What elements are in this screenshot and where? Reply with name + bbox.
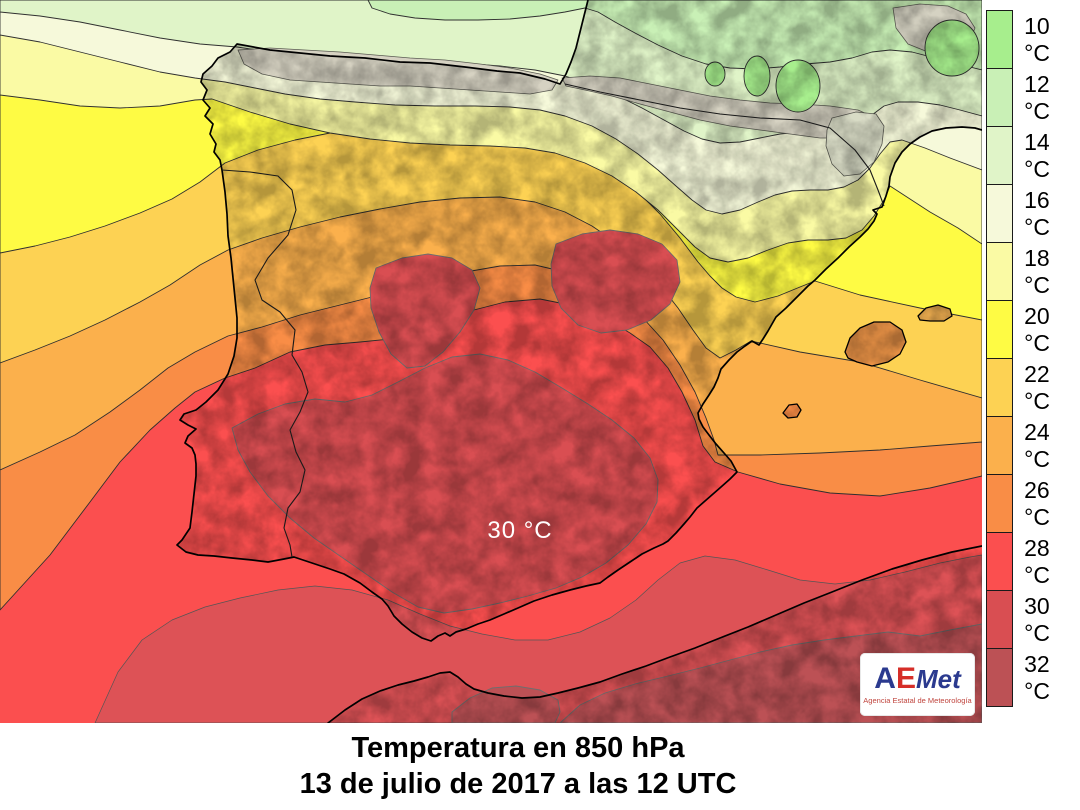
legend-label: 30 °C <box>1024 592 1050 646</box>
legend-swatch-30c <box>986 590 1014 649</box>
legend-label: 26 °C <box>1024 476 1050 530</box>
legend-swatch-26c <box>986 474 1014 533</box>
legend-label: 28 °C <box>1024 534 1050 588</box>
map-canvas <box>0 0 982 723</box>
legend-row: 26 °C <box>986 474 1080 533</box>
legend-row: 20 °C <box>986 300 1080 359</box>
logo-letter-e: E <box>895 662 916 695</box>
logo-letters-met: Met <box>915 664 961 694</box>
legend-swatch-16c <box>986 184 1014 243</box>
aemet-logo-wordmark: AEMet <box>874 664 960 694</box>
legend-swatch-24c <box>986 416 1014 475</box>
coastline-africa <box>327 545 982 723</box>
legend-swatch-12c <box>986 68 1014 127</box>
legend-label: 24 °C <box>1024 418 1050 472</box>
legend-swatch-20c <box>986 300 1014 359</box>
legend-row: 16 °C <box>986 184 1080 243</box>
caption-line-1: Temperatura en 850 hPa <box>351 732 685 764</box>
legend-label: 18 °C <box>1024 244 1050 298</box>
legend-swatch-14c <box>986 126 1014 185</box>
legend-row: 14 °C <box>986 126 1080 185</box>
aemet-logo: AEMet Agencia Estatal de Meteorología <box>860 653 975 716</box>
temperature-legend: 10 °C 12 °C 14 °C 16 °C 18 °C 20 °C 22 °… <box>986 10 1080 707</box>
country-borders <box>221 83 885 558</box>
legend-row: 24 °C <box>986 416 1080 475</box>
legend-label: 20 °C <box>1024 302 1050 356</box>
border-spain-portugal <box>221 169 309 558</box>
legend-row: 12 °C <box>986 68 1080 127</box>
legend-row: 10 °C <box>986 10 1080 69</box>
legend-label: 16 °C <box>1024 186 1050 240</box>
legend-swatch-28c <box>986 532 1014 591</box>
legend-swatch-18c <box>986 242 1014 301</box>
caption-line-2: 13 de julio de 2017 a las 12 UTC <box>299 768 737 800</box>
map-caption: Temperatura en 850 hPa 13 de julio de 20… <box>0 730 1036 802</box>
legend-row: 30 °C <box>986 590 1080 649</box>
legend-swatch-32c <box>986 648 1014 707</box>
coastlines <box>176 0 982 723</box>
border-spain-france <box>564 83 885 207</box>
coastline-iberia-france <box>176 0 982 642</box>
legend-row: 18 °C <box>986 242 1080 301</box>
legend-row: 22 °C <box>986 358 1080 417</box>
aemet-logo-subtitle: Agencia Estatal de Meteorología <box>863 696 972 705</box>
legend-row: 32 °C <box>986 648 1080 707</box>
legend-row: 28 °C <box>986 532 1080 591</box>
legend-label: 22 °C <box>1024 360 1050 414</box>
map-temperature-label: 30 °C <box>487 517 553 544</box>
temperature-map: 30 °C AEMet Agencia Estatal de Meteorolo… <box>0 0 982 723</box>
legend-label: 14 °C <box>1024 128 1050 182</box>
legend-label: 12 °C <box>1024 70 1050 124</box>
logo-letter-a: A <box>874 662 896 695</box>
legend-swatch-22c <box>986 358 1014 417</box>
legend-swatch-10c <box>986 10 1014 69</box>
legend-label: 10 °C <box>1024 12 1050 66</box>
legend-label: 32 °C <box>1024 650 1050 704</box>
